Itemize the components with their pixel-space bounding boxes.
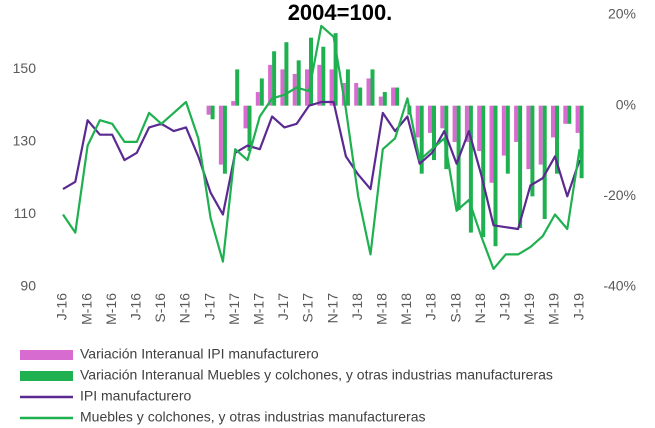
x-tick-label: J-19: [570, 293, 586, 320]
bar: [345, 69, 350, 106]
bar: [231, 101, 236, 106]
bar: [280, 69, 285, 106]
bar: [395, 87, 400, 106]
x-tick-label: J-19: [497, 293, 513, 320]
bar: [538, 105, 543, 165]
x-tick-label: M-16: [78, 293, 94, 325]
x-tick-label: M-17: [226, 293, 242, 325]
x-tick-label: M-18: [398, 293, 414, 325]
bar: [268, 64, 273, 106]
bar: [247, 105, 252, 151]
x-tick-label: J-16: [54, 293, 70, 320]
y-tick-label: 150: [13, 60, 37, 76]
bar: [481, 105, 486, 238]
bar: [222, 105, 227, 174]
bar: [542, 105, 547, 219]
bar: [428, 105, 432, 133]
legend-label: IPI manufacturero: [80, 388, 191, 404]
bar: [309, 37, 313, 106]
x-tick-label: S-18: [447, 293, 463, 323]
bar: [370, 69, 375, 106]
x-tick-label: M-19: [521, 293, 537, 325]
bar: [235, 69, 240, 106]
y-tick-label: 90: [20, 278, 36, 294]
bar: [526, 105, 531, 170]
legend-label: Variación Interanual IPI manufacturero: [80, 346, 319, 362]
bar: [415, 105, 420, 138]
bar: [464, 105, 469, 142]
bar: [206, 105, 211, 115]
bar: [218, 105, 223, 165]
y2-tick-label: -40%: [603, 278, 636, 294]
bar: [378, 96, 383, 106]
bar: [563, 105, 568, 124]
bar: [243, 105, 248, 129]
x-tick-label: J-17: [275, 293, 291, 320]
bar: [530, 105, 535, 197]
x-tick-label: M-17: [251, 293, 267, 325]
bar: [284, 42, 289, 106]
bar: [575, 105, 580, 133]
x-tick-label: M-19: [546, 293, 562, 325]
bar: [333, 33, 338, 106]
bar: [366, 78, 371, 106]
bar: [501, 105, 506, 156]
bar: [272, 51, 277, 106]
bar: [477, 105, 482, 151]
x-tick-label: J-18: [349, 293, 365, 320]
bar: [493, 105, 498, 247]
bar: [419, 105, 424, 174]
bar: [255, 92, 260, 106]
x-tick-label: M-16: [103, 293, 119, 325]
bar: [382, 92, 387, 106]
bar: [555, 105, 559, 174]
bar: [505, 105, 510, 174]
bar: [296, 60, 301, 106]
x-tick-label: S-16: [152, 293, 168, 323]
y2-tick-label: -20%: [603, 187, 636, 203]
bar: [489, 105, 494, 183]
y-tick-label: 110: [14, 205, 37, 221]
line: [62, 24, 581, 270]
bar: [514, 105, 519, 142]
y-tick-label: 130: [13, 133, 37, 149]
bar: [567, 105, 572, 124]
bar: [358, 87, 363, 106]
bar: [551, 105, 555, 138]
bar: [305, 69, 309, 106]
x-tick-label: N-16: [177, 293, 193, 324]
x-tick-label: J-18: [423, 293, 439, 320]
bar: [391, 87, 396, 106]
legend-label: Muebles y colchones, y otras industrias …: [80, 409, 426, 425]
bar: [579, 105, 584, 179]
bar: [329, 69, 334, 106]
y2-tick-label: 20%: [608, 6, 636, 22]
x-tick-label: N-17: [324, 293, 340, 324]
x-tick-label: N-18: [472, 293, 488, 324]
bar: [354, 83, 359, 106]
bar: [317, 64, 322, 106]
bar: [440, 105, 445, 129]
chart-title: 2004=100.: [288, 0, 393, 25]
line: [62, 100, 581, 231]
x-tick-label: J-17: [201, 293, 217, 320]
bar: [518, 105, 523, 229]
y2-tick-label: 0%: [616, 96, 636, 112]
bar: [468, 105, 473, 233]
x-tick-label: S-17: [300, 293, 316, 323]
x-tick-label: J-16: [128, 293, 144, 320]
bar: [259, 78, 264, 106]
bar: [432, 105, 436, 161]
bar: [452, 105, 457, 142]
legend-label: Variación Interanual Muebles y colchones…: [80, 367, 553, 383]
legend-swatch: [20, 350, 73, 360]
x-tick-label: M-18: [374, 293, 390, 325]
legend-swatch: [20, 371, 73, 381]
bar: [210, 105, 215, 120]
bar: [321, 46, 326, 106]
